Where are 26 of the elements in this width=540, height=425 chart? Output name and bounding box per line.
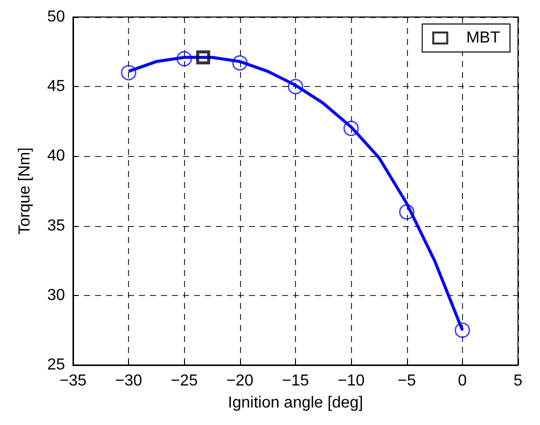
y-tick-label: 30 [47, 286, 66, 304]
point [232, 55, 248, 71]
point [288, 78, 304, 94]
point [343, 120, 359, 136]
x-tick-label: −15 [282, 372, 310, 390]
x-tick-label: −20 [226, 372, 254, 390]
y-tick-label: 25 [47, 356, 66, 374]
point [454, 322, 470, 338]
x-tick-label: 5 [514, 372, 523, 390]
x-axis-title: Ignition angle [deg] [228, 394, 364, 412]
y-tick-label: 50 [47, 8, 66, 26]
x-tick-label: −10 [338, 372, 365, 390]
y-tick-label: 35 [47, 217, 66, 234]
y-tick-label: 45 [47, 78, 66, 96]
x-tick-label: 0 [458, 372, 467, 390]
x-tick-label: −35 [59, 372, 87, 390]
y-axis-title: Torque [Nm] [16, 147, 34, 235]
legend-label: MBT [466, 30, 500, 46]
x-tick-label: −25 [170, 372, 198, 390]
point [196, 50, 210, 64]
x-tick-label: −30 [115, 372, 142, 390]
y-tick-label: 40 [47, 148, 66, 165]
point [399, 204, 414, 220]
point [120, 65, 136, 80]
point [176, 51, 192, 66]
x-tick-label: −5 [398, 372, 416, 390]
